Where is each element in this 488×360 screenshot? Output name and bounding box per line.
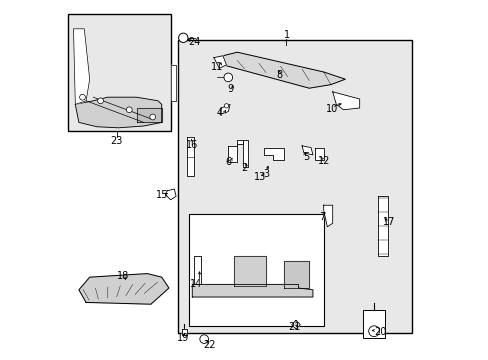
Text: 16: 16 [186, 140, 198, 150]
Text: 14: 14 [189, 279, 202, 289]
Polygon shape [165, 189, 176, 200]
Text: 4: 4 [217, 108, 223, 118]
Text: 19: 19 [177, 333, 189, 343]
Polygon shape [213, 56, 226, 68]
Text: 3: 3 [263, 168, 269, 179]
Text: 10: 10 [325, 104, 337, 114]
Polygon shape [170, 65, 176, 101]
Bar [68, 14, 170, 131]
Polygon shape [233, 256, 265, 286]
Text: 24: 24 [187, 37, 200, 48]
Polygon shape [79, 274, 168, 304]
Text: 7: 7 [318, 212, 325, 222]
Text: 1: 1 [283, 30, 289, 40]
Polygon shape [73, 29, 89, 104]
Text: 13: 13 [253, 172, 265, 182]
Text: 18: 18 [117, 271, 129, 282]
Polygon shape [182, 329, 186, 335]
Text: 9: 9 [227, 84, 233, 94]
Polygon shape [377, 196, 387, 256]
Circle shape [224, 73, 232, 82]
Text: 15: 15 [156, 190, 168, 201]
Text: 17: 17 [382, 217, 395, 228]
Text: 23: 23 [110, 136, 122, 146]
Text: 12: 12 [318, 156, 330, 166]
Text: 11: 11 [211, 62, 223, 72]
Polygon shape [136, 108, 162, 122]
Text: 22: 22 [203, 339, 215, 350]
Polygon shape [228, 140, 242, 162]
Polygon shape [264, 148, 284, 160]
Polygon shape [302, 146, 312, 155]
Polygon shape [194, 256, 201, 284]
Text: 5: 5 [303, 152, 309, 162]
Polygon shape [186, 137, 194, 176]
Polygon shape [323, 205, 332, 227]
Circle shape [80, 94, 85, 100]
Polygon shape [75, 97, 162, 128]
Text: 6: 6 [225, 157, 231, 167]
Polygon shape [192, 284, 312, 297]
Bar [363, 310, 384, 338]
Circle shape [200, 335, 208, 343]
Bar [188, 214, 323, 326]
Text: 20: 20 [373, 327, 386, 337]
Circle shape [368, 326, 379, 337]
Circle shape [149, 114, 155, 120]
Circle shape [178, 33, 187, 42]
Polygon shape [242, 140, 247, 167]
Circle shape [126, 107, 132, 113]
Polygon shape [284, 261, 309, 288]
Polygon shape [291, 320, 300, 329]
Circle shape [224, 104, 228, 108]
Polygon shape [332, 92, 359, 110]
Polygon shape [314, 148, 323, 160]
Text: 2: 2 [241, 163, 247, 173]
Bar [178, 40, 411, 333]
Text: 21: 21 [288, 321, 301, 332]
Text: 8: 8 [276, 69, 282, 80]
Polygon shape [220, 104, 230, 114]
Polygon shape [215, 52, 345, 88]
Circle shape [98, 98, 103, 104]
